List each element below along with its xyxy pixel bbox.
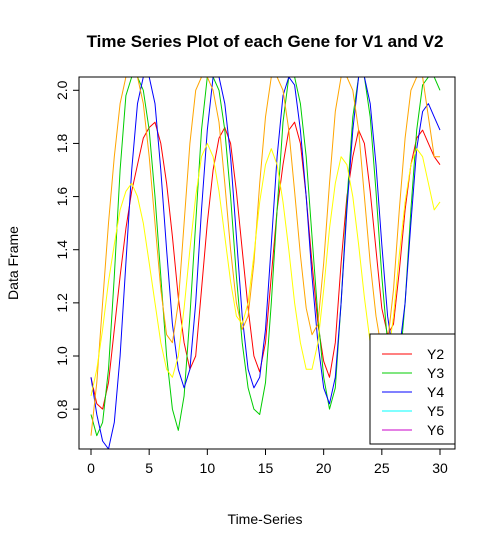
legend-box <box>369 333 456 445</box>
y-tick-label: 1.4 <box>54 240 70 260</box>
legend-label: Y4 <box>427 384 444 400</box>
legend: Y2 Y3 Y4 Y5 Y6 <box>369 333 456 445</box>
y-axis-label: Data Frame <box>5 226 21 300</box>
y-tick-label: 2.0 <box>54 80 70 100</box>
series-line-1 <box>90 77 441 437</box>
series-line-2 <box>90 77 441 449</box>
y-axis: 0.8 1.0 1.2 1.4 1.6 1.8 2.0 <box>54 80 80 419</box>
x-tick-label: 15 <box>258 460 274 476</box>
x-tick-label: 10 <box>200 460 216 476</box>
y-tick-label: 1.8 <box>54 133 70 153</box>
x-tick-label: 25 <box>374 460 390 476</box>
legend-label: Y3 <box>427 365 444 381</box>
x-tick-label: 5 <box>145 460 153 476</box>
x-tick-label: 30 <box>432 460 448 476</box>
x-tick-label: 0 <box>87 460 95 476</box>
x-axis: 0 5 10 15 20 25 30 <box>87 448 448 476</box>
x-axis-label: Time-Series <box>228 511 303 527</box>
y-tick-label: 1.2 <box>54 293 70 313</box>
y-tick-label: 1.6 <box>54 187 70 207</box>
chart-title: Time Series Plot of each Gene for V1 and… <box>87 32 444 51</box>
y-tick-label: 1.0 <box>54 346 70 366</box>
y-tick-label: 0.8 <box>54 399 70 419</box>
x-tick-label: 20 <box>316 460 332 476</box>
legend-label: Y6 <box>427 422 444 438</box>
legend-label: Y2 <box>427 346 444 362</box>
legend-label: Y5 <box>427 403 444 419</box>
